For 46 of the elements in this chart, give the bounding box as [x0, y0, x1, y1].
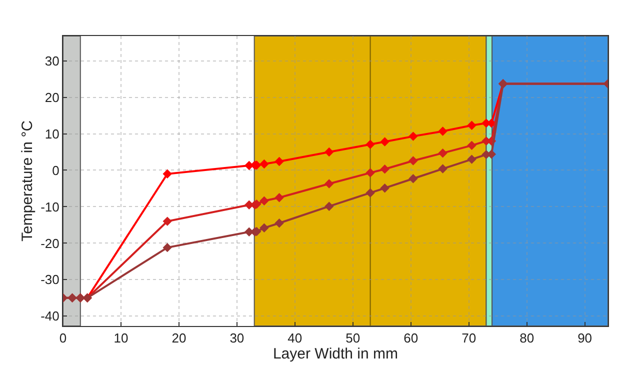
- x-tick-label: 50: [346, 330, 360, 346]
- y-tick-label: 20: [44, 90, 60, 105]
- x-tick-label: 30: [230, 330, 244, 346]
- y-tick-label: 10: [44, 126, 60, 142]
- x-axis-title: Layer Width in mm: [272, 346, 398, 363]
- point: [467, 120, 476, 130]
- point: [366, 140, 375, 149]
- x-tick-label: 20: [172, 330, 186, 346]
- point: [438, 164, 448, 174]
- point: [324, 202, 334, 211]
- point: [274, 218, 284, 228]
- point: [324, 148, 334, 156]
- x-tick-label: 60: [404, 330, 418, 346]
- point: [467, 141, 476, 150]
- point: [162, 169, 172, 178]
- point: [408, 174, 418, 184]
- x-tick-label: 80: [520, 330, 534, 346]
- x-tick-label: 40: [288, 330, 302, 346]
- point: [274, 193, 284, 202]
- point: [380, 137, 390, 146]
- point: [274, 157, 284, 166]
- point: [162, 243, 172, 252]
- y-axis-title: Temperature in °C: [18, 120, 36, 242]
- point: [408, 156, 418, 166]
- point: [366, 168, 375, 178]
- point: [408, 132, 418, 141]
- x-tick-label: 90: [578, 330, 592, 346]
- y-tick-label: -40: [40, 308, 60, 324]
- point: [380, 184, 390, 193]
- y-tick-label: 0: [52, 162, 60, 178]
- y-tick-label: -30: [40, 272, 60, 288]
- point: [162, 216, 172, 226]
- y-tick-label: -20: [40, 236, 60, 251]
- point: [366, 188, 375, 198]
- point: [438, 126, 448, 136]
- point: [438, 148, 448, 158]
- x-tick-label: 70: [462, 330, 476, 346]
- point: [260, 223, 269, 232]
- y-tick-label: -10: [40, 199, 60, 214]
- point: [260, 160, 269, 168]
- y-tick-label: 30: [44, 53, 60, 68]
- point: [324, 179, 334, 188]
- point: [467, 154, 476, 164]
- point: [260, 196, 269, 206]
- x-tick-label: 10: [114, 330, 128, 346]
- point: [380, 164, 390, 174]
